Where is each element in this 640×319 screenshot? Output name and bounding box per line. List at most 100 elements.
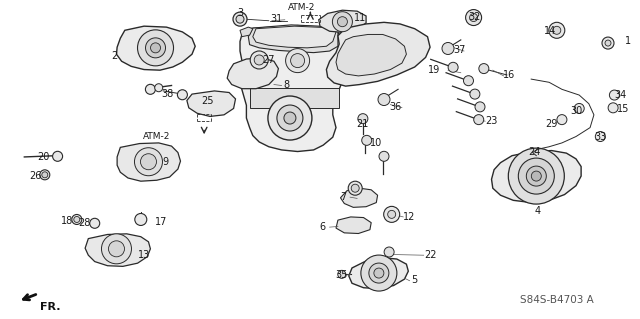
Circle shape: [72, 214, 82, 225]
Text: 37: 37: [453, 45, 466, 56]
Text: 35: 35: [335, 270, 348, 280]
Text: 12: 12: [403, 212, 416, 222]
Circle shape: [338, 270, 346, 278]
Polygon shape: [85, 234, 150, 266]
Circle shape: [150, 43, 161, 53]
Circle shape: [135, 213, 147, 226]
Text: 30: 30: [570, 106, 582, 116]
Circle shape: [466, 10, 482, 26]
Circle shape: [361, 255, 397, 291]
Text: 24: 24: [528, 147, 541, 158]
Circle shape: [374, 268, 384, 278]
Circle shape: [605, 40, 611, 46]
Circle shape: [177, 90, 188, 100]
Text: 18: 18: [61, 216, 74, 226]
Circle shape: [108, 241, 124, 257]
Text: 34: 34: [614, 90, 627, 100]
Text: 36: 36: [389, 102, 402, 112]
Polygon shape: [336, 34, 406, 76]
Circle shape: [250, 51, 268, 69]
Text: 2: 2: [111, 51, 117, 61]
Text: 15: 15: [617, 104, 630, 114]
Circle shape: [553, 26, 561, 34]
Text: 27: 27: [262, 55, 275, 65]
Text: 7: 7: [340, 192, 347, 202]
Circle shape: [602, 37, 614, 49]
Circle shape: [548, 22, 564, 38]
Circle shape: [268, 96, 312, 140]
Text: 33: 33: [594, 132, 607, 142]
Polygon shape: [253, 26, 336, 48]
Circle shape: [358, 114, 368, 124]
Circle shape: [508, 148, 564, 204]
Circle shape: [233, 12, 247, 26]
Text: 3: 3: [237, 8, 243, 18]
Circle shape: [42, 172, 48, 178]
Circle shape: [138, 30, 173, 66]
Circle shape: [384, 206, 399, 222]
Polygon shape: [492, 151, 581, 203]
Text: ATM-2: ATM-2: [143, 132, 170, 141]
Circle shape: [518, 158, 554, 194]
Circle shape: [145, 84, 156, 94]
Text: 16: 16: [502, 70, 515, 80]
Polygon shape: [336, 217, 371, 234]
Circle shape: [351, 184, 359, 192]
Circle shape: [254, 55, 264, 65]
Circle shape: [384, 247, 394, 257]
Circle shape: [526, 166, 547, 186]
Text: 5: 5: [412, 275, 418, 285]
Text: 21: 21: [356, 119, 369, 129]
Circle shape: [291, 54, 305, 68]
Text: 26: 26: [29, 171, 42, 181]
Text: 23: 23: [485, 115, 498, 126]
Polygon shape: [117, 143, 180, 181]
Text: 32: 32: [468, 11, 481, 22]
Circle shape: [442, 42, 454, 55]
Circle shape: [134, 148, 163, 176]
Circle shape: [90, 218, 100, 228]
Circle shape: [102, 234, 131, 264]
Text: 6: 6: [319, 222, 326, 232]
Circle shape: [332, 12, 353, 32]
Circle shape: [284, 112, 296, 124]
Text: 31: 31: [270, 14, 283, 24]
Circle shape: [609, 90, 620, 100]
Polygon shape: [240, 27, 253, 37]
Polygon shape: [349, 258, 408, 289]
Circle shape: [388, 210, 396, 219]
Polygon shape: [248, 25, 338, 53]
Circle shape: [474, 115, 484, 125]
Circle shape: [574, 103, 584, 114]
Polygon shape: [116, 26, 195, 70]
Circle shape: [608, 103, 618, 113]
Polygon shape: [187, 91, 236, 116]
Text: FR.: FR.: [40, 302, 60, 312]
Circle shape: [285, 48, 310, 73]
Text: 14: 14: [544, 26, 557, 36]
Circle shape: [337, 17, 348, 27]
Text: 11: 11: [353, 12, 366, 23]
Polygon shape: [340, 188, 378, 207]
Polygon shape: [227, 58, 278, 89]
Text: 1: 1: [625, 36, 632, 47]
Circle shape: [74, 217, 80, 222]
Text: 29: 29: [545, 119, 558, 129]
Polygon shape: [240, 26, 342, 152]
Circle shape: [557, 115, 567, 125]
Circle shape: [40, 170, 50, 180]
Circle shape: [475, 102, 485, 112]
Circle shape: [155, 84, 163, 92]
Text: 4: 4: [534, 206, 541, 216]
Circle shape: [145, 38, 166, 58]
Circle shape: [470, 13, 477, 22]
Polygon shape: [250, 88, 339, 108]
Text: 25: 25: [202, 96, 214, 107]
Text: 22: 22: [424, 250, 436, 260]
Circle shape: [479, 63, 489, 74]
Circle shape: [348, 181, 362, 195]
Text: 28: 28: [78, 218, 91, 228]
Text: 17: 17: [155, 217, 168, 227]
Text: 10: 10: [369, 138, 382, 148]
Circle shape: [531, 171, 541, 181]
